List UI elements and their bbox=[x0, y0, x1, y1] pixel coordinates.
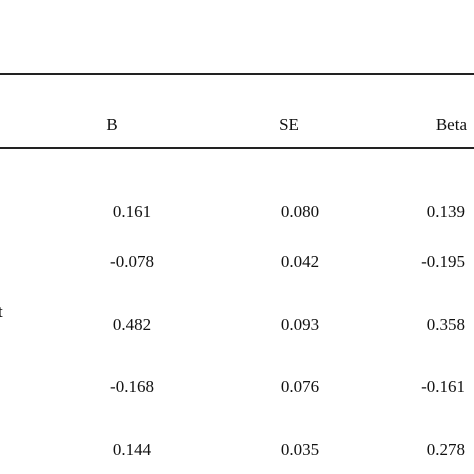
top-rule bbox=[0, 73, 474, 75]
table-cell: 0.076 bbox=[280, 377, 320, 396]
table-cell: 0.278 bbox=[426, 440, 465, 459]
column-header: Beta bbox=[435, 115, 467, 134]
table-cell: 0.080 bbox=[280, 202, 320, 221]
table-cell: -0.195 bbox=[421, 252, 465, 271]
column-header: SE bbox=[279, 115, 299, 134]
table-cell: 0.035 bbox=[280, 440, 320, 459]
table-cell: 0.139 bbox=[426, 202, 465, 221]
header-rule bbox=[0, 147, 474, 149]
column-header: B bbox=[106, 115, 118, 134]
table-cell: 0.358 bbox=[426, 315, 465, 334]
table-cell: 0.482 bbox=[112, 315, 152, 334]
table-cell: -0.161 bbox=[421, 377, 465, 396]
table-cell: 0.093 bbox=[280, 315, 320, 334]
table-cell: -0.168 bbox=[110, 377, 154, 396]
row-label: t bbox=[0, 302, 3, 321]
table-cell: 0.161 bbox=[112, 202, 152, 221]
table-cell: 0.144 bbox=[112, 440, 152, 459]
table-cell: -0.078 bbox=[110, 252, 154, 271]
table-cell: 0.042 bbox=[280, 252, 320, 271]
